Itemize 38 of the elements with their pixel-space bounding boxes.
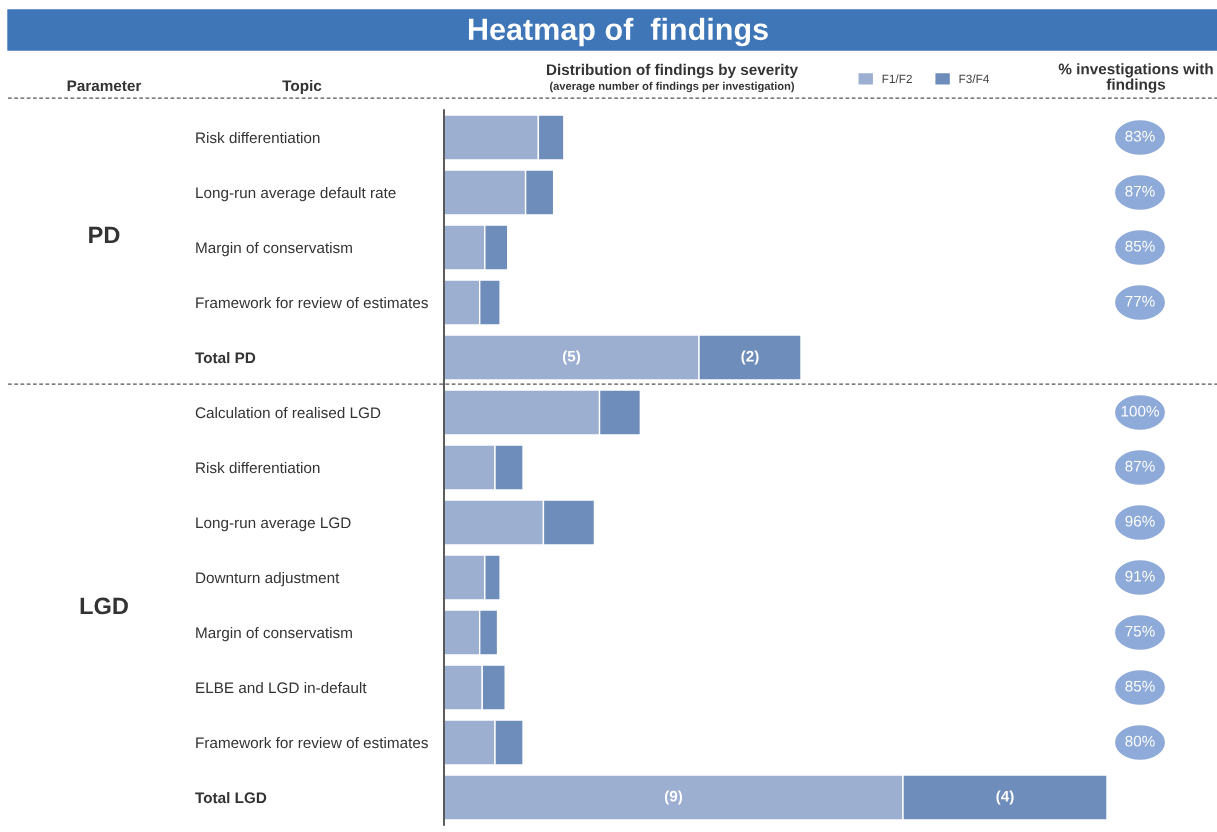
text: 75% (1125, 625, 1155, 637)
data-label: (9) (664, 790, 683, 805)
y-tick-label: Calculation of realised LGD (195, 406, 381, 419)
text: 85% (1125, 680, 1155, 692)
y-tick-label: Long-run average LGD (196, 517, 351, 532)
text: 87% (1125, 460, 1155, 472)
text: 96% (1125, 515, 1155, 527)
text: 80% (1125, 735, 1155, 747)
text: 77% (1125, 295, 1155, 307)
y-tick-label: Downturn adjustment (196, 571, 340, 587)
y-tick-label: Total LGD (195, 791, 267, 804)
text: % investigations with findings (1058, 63, 1213, 93)
y-tick-label: Long-run average default rate (196, 186, 396, 202)
text: Topic (282, 79, 322, 95)
legend-label: F3/F4 (959, 74, 990, 84)
text: 83% (1125, 130, 1155, 142)
text: LGD (80, 597, 128, 615)
text: Parameter (67, 80, 142, 92)
y-tick-label: Framework for review of estimates (196, 736, 428, 749)
y-tick-label: Framework for review of estimates (196, 296, 428, 309)
text: 100% (1121, 405, 1159, 417)
text: (average number of findings per investigation) (550, 81, 794, 93)
y-tick-label: Risk differentiation (196, 131, 320, 144)
y-tick-label: Total PD (195, 351, 256, 364)
chart-subtitle: Distribution of findings by severity (546, 63, 798, 79)
text: 87% (1125, 185, 1155, 197)
text: 85% (1125, 240, 1155, 252)
y-tick-label: Margin of conservatism (196, 626, 352, 642)
chart-title: Heatmap of findings (468, 17, 768, 47)
text: 91% (1125, 570, 1155, 582)
y-tick-label: Risk differentiation (196, 461, 320, 474)
data-label: (2) (741, 350, 759, 365)
y-tick-label: ELBE and LGD in-default (196, 681, 367, 694)
legend-label: F1/F2 (882, 74, 912, 84)
data-label: (4) (996, 790, 1014, 805)
data-label: (5) (562, 350, 581, 365)
y-tick-label: Margin of conservatism (196, 241, 352, 257)
text: PD (89, 226, 120, 244)
